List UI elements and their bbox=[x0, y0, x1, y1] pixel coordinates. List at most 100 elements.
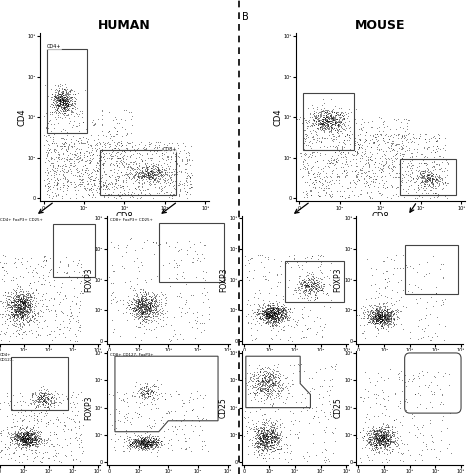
Point bbox=[183, 174, 191, 182]
Point bbox=[13, 437, 20, 445]
Point bbox=[299, 265, 306, 273]
Point bbox=[275, 305, 283, 313]
Point bbox=[374, 431, 382, 438]
Point bbox=[261, 376, 269, 384]
Point bbox=[42, 276, 49, 283]
Point bbox=[132, 310, 140, 318]
Point bbox=[132, 322, 140, 329]
Point bbox=[315, 287, 322, 295]
Point bbox=[444, 166, 451, 174]
Point bbox=[377, 313, 384, 321]
Point bbox=[314, 264, 322, 271]
Point bbox=[379, 435, 387, 442]
Point bbox=[371, 429, 379, 437]
Point bbox=[378, 440, 385, 447]
Point bbox=[277, 308, 284, 316]
Point bbox=[133, 194, 140, 201]
Point bbox=[16, 310, 23, 318]
Point bbox=[261, 433, 269, 440]
Point bbox=[326, 192, 334, 200]
Point bbox=[21, 440, 29, 448]
Point bbox=[338, 169, 346, 176]
Point bbox=[18, 429, 25, 437]
Point bbox=[369, 446, 377, 454]
Point bbox=[16, 301, 24, 309]
Point bbox=[55, 155, 63, 163]
Point bbox=[144, 433, 152, 441]
Point bbox=[75, 110, 83, 118]
Point bbox=[153, 168, 161, 176]
Point bbox=[390, 315, 398, 322]
Point bbox=[25, 301, 33, 309]
Point bbox=[49, 99, 57, 106]
Point bbox=[262, 310, 269, 318]
Point bbox=[312, 109, 319, 116]
Point bbox=[323, 122, 330, 130]
Point bbox=[138, 438, 146, 445]
Point bbox=[324, 415, 332, 423]
Point bbox=[146, 298, 154, 305]
Point bbox=[66, 194, 73, 202]
Point bbox=[66, 324, 73, 332]
Point bbox=[61, 139, 68, 147]
Point bbox=[328, 128, 335, 136]
Point bbox=[11, 306, 19, 314]
Point bbox=[331, 414, 338, 422]
Point bbox=[107, 191, 115, 198]
Point bbox=[149, 439, 157, 447]
Point bbox=[392, 173, 400, 181]
Point bbox=[351, 168, 359, 175]
Point bbox=[373, 313, 381, 321]
Point bbox=[17, 445, 25, 453]
Point bbox=[381, 437, 389, 445]
Point bbox=[275, 387, 283, 395]
Point bbox=[400, 458, 407, 465]
Point bbox=[50, 403, 58, 411]
Point bbox=[379, 312, 387, 320]
Point bbox=[138, 445, 146, 453]
Point bbox=[267, 312, 274, 320]
Point bbox=[263, 429, 271, 437]
Point bbox=[154, 173, 162, 180]
Point bbox=[76, 182, 84, 190]
Point bbox=[394, 313, 401, 321]
Point bbox=[253, 437, 261, 445]
Point bbox=[439, 144, 447, 152]
Point bbox=[25, 313, 32, 320]
Point bbox=[365, 156, 372, 164]
Point bbox=[131, 246, 138, 253]
Point bbox=[173, 170, 180, 178]
Point bbox=[23, 311, 30, 319]
Point bbox=[393, 183, 401, 191]
Point bbox=[327, 126, 335, 134]
Point bbox=[303, 193, 311, 201]
Point bbox=[264, 427, 272, 434]
Point bbox=[62, 106, 70, 113]
Point bbox=[92, 170, 100, 177]
Point bbox=[371, 309, 378, 316]
Point bbox=[392, 155, 399, 162]
Point bbox=[336, 110, 344, 118]
Point bbox=[113, 139, 120, 147]
Point bbox=[378, 305, 386, 312]
Point bbox=[253, 371, 260, 379]
Point bbox=[62, 111, 70, 118]
Point bbox=[12, 299, 19, 306]
Point bbox=[138, 446, 146, 454]
Point bbox=[18, 299, 25, 306]
Point bbox=[147, 172, 155, 179]
Point bbox=[264, 428, 271, 436]
Point bbox=[355, 140, 362, 147]
Point bbox=[262, 314, 270, 321]
Point bbox=[308, 278, 315, 285]
Point bbox=[252, 431, 259, 438]
Point bbox=[253, 443, 260, 450]
Point bbox=[341, 173, 349, 180]
Point bbox=[268, 401, 276, 409]
Point bbox=[425, 170, 433, 178]
Point bbox=[374, 433, 382, 440]
Point bbox=[379, 309, 386, 317]
Point bbox=[176, 180, 183, 188]
Point bbox=[259, 436, 266, 443]
Point bbox=[244, 427, 251, 435]
